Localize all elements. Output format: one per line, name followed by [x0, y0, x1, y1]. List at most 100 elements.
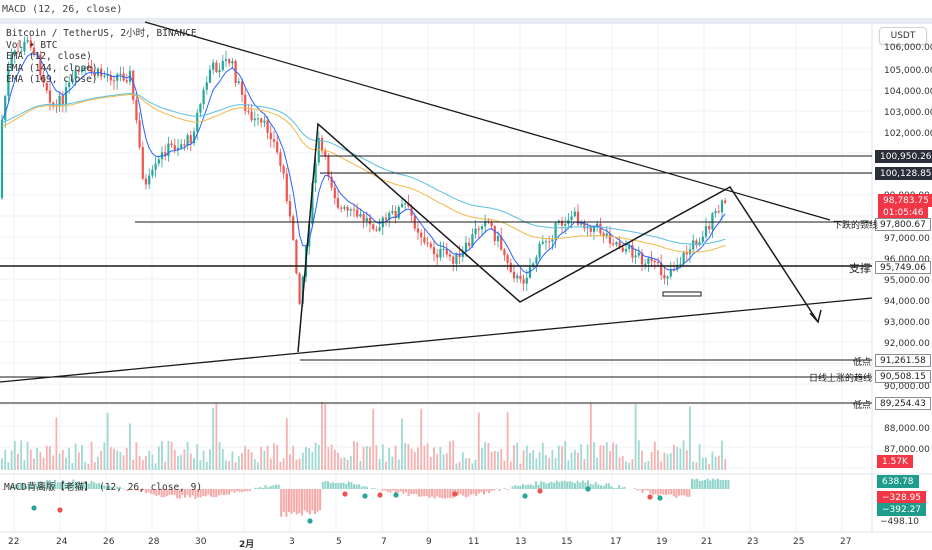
volume-bar	[631, 459, 634, 470]
volume-bar	[685, 450, 688, 470]
candle-body	[93, 72, 96, 76]
volume-bar	[234, 462, 237, 470]
ema-169-legend[interactable]: EMA (169, close)	[6, 74, 98, 85]
volume-bar	[353, 441, 355, 470]
volume-bar	[589, 402, 592, 470]
candle-body	[560, 220, 564, 226]
candle-body	[151, 169, 154, 176]
macd-tag[interactable]: 638.78	[877, 475, 919, 488]
candle-body	[74, 70, 77, 79]
candle-body	[352, 209, 356, 211]
price-tag[interactable]: 100,950.26	[875, 150, 932, 163]
volume-legend[interactable]: Vol • BTC	[6, 39, 58, 51]
volume-bar	[122, 455, 125, 470]
macd-bar	[93, 482, 95, 489]
candle-body	[157, 159, 160, 164]
macd-bar	[405, 489, 407, 493]
macd-bar	[623, 486, 626, 489]
volume-bar	[516, 442, 519, 470]
candle-body	[391, 210, 394, 213]
candle-body	[512, 271, 516, 279]
macd-bar	[236, 489, 238, 492]
ema-12-legend[interactable]: EMA (12, close)	[6, 51, 92, 62]
volume-bar	[455, 463, 458, 470]
macd-bar	[657, 489, 660, 497]
macd-bar	[43, 483, 46, 489]
time-tick: 28	[148, 537, 160, 547]
macd-bar	[662, 489, 665, 495]
macd-bar	[238, 489, 241, 492]
macd-bar	[20, 483, 23, 489]
candle-body	[576, 211, 580, 225]
macd-bar	[59, 482, 62, 489]
macd-signal-dot	[393, 492, 399, 498]
candle-body	[186, 135, 189, 146]
candle-body	[544, 241, 548, 243]
volume-bar	[241, 452, 243, 470]
volume-bar	[17, 453, 19, 470]
volume-bar	[554, 458, 557, 470]
price-tag[interactable]: 89,254.43	[875, 397, 931, 410]
volume-bar	[81, 445, 83, 470]
macd-bar	[701, 480, 704, 489]
volume-bar	[196, 444, 199, 470]
candle-body	[314, 162, 317, 183]
grid	[0, 24, 932, 533]
currency-button[interactable]: USDT	[879, 27, 927, 45]
candle-body	[445, 248, 448, 255]
macd-bar	[389, 489, 392, 493]
price-tag[interactable]: 100,128.85	[875, 167, 932, 180]
macd-bar	[295, 489, 298, 515]
time-tick: 13	[515, 537, 527, 547]
volume-bar	[20, 440, 23, 470]
price-tag[interactable]: 95,749.06	[875, 261, 931, 274]
macd-tag[interactable]: −392.27	[877, 503, 927, 516]
macd-bar	[397, 489, 400, 493]
volume-bar	[285, 418, 288, 470]
volume-bar	[615, 444, 618, 470]
price-tag[interactable]: 97,800.67	[875, 218, 931, 231]
volume-bar	[676, 446, 679, 470]
volume-bar	[394, 445, 397, 470]
volume-bar	[465, 458, 467, 470]
macd-bar	[571, 482, 574, 489]
macd-legend[interactable]: MACD背离版【老猫】 (12, 26, close, 9)	[4, 482, 203, 493]
macd-bar	[620, 487, 623, 489]
volume-bar	[711, 451, 714, 470]
macd-bar	[675, 489, 678, 498]
macd-bar	[511, 486, 514, 489]
symbol-legend[interactable]: Bitcoin / TetherUS, 2小时, BINANCE	[6, 28, 197, 39]
volume-bar	[49, 446, 51, 470]
macd-bar	[353, 484, 355, 489]
price-tag[interactable]: 91,261.58	[875, 354, 931, 367]
candle-body	[368, 218, 372, 225]
volume-bar	[257, 462, 259, 470]
candle-body	[202, 89, 205, 105]
candle-body	[487, 220, 490, 223]
macd-bar	[314, 489, 316, 515]
volume-tag[interactable]: 1.57K	[877, 455, 913, 468]
volume-bar	[209, 449, 211, 470]
volume-bar	[138, 455, 141, 470]
candle-body	[695, 240, 698, 246]
macd-bar	[457, 489, 459, 496]
time-tick: 30	[195, 537, 207, 547]
macd-bar	[108, 485, 111, 489]
volume-bar	[356, 442, 359, 470]
price-tag[interactable]: 90,508.15	[875, 370, 931, 383]
time-tick: 5	[336, 537, 342, 547]
candle-body	[612, 243, 615, 245]
candle-body	[106, 74, 109, 76]
ema-144-legend[interactable]: EMA (144, close)	[6, 62, 98, 74]
macd-bar	[46, 479, 49, 489]
candle-body	[666, 276, 669, 279]
pane-separator[interactable]	[0, 18, 932, 24]
macd-signal-dot	[342, 491, 348, 497]
macd-bar	[280, 489, 283, 517]
candle-body	[58, 95, 61, 107]
volume-bar	[77, 452, 80, 470]
volume-bar	[372, 408, 375, 470]
macd-bar	[516, 485, 519, 489]
